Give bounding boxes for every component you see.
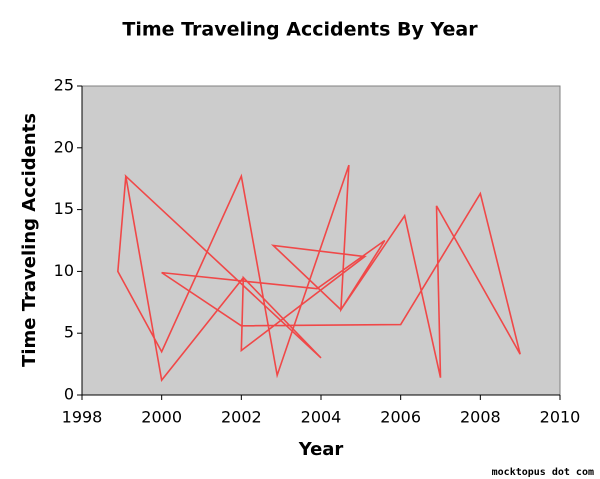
x-tick-label: 2008 xyxy=(460,408,501,427)
y-tick-label: 20 xyxy=(54,137,74,156)
y-tick-label: 5 xyxy=(64,323,74,342)
data-line xyxy=(117,164,521,383)
watermark: mocktopus dot com xyxy=(492,467,594,478)
x-tick-label: 2000 xyxy=(141,408,182,427)
y-tick-label: 10 xyxy=(54,261,74,280)
x-tick-label: 2004 xyxy=(301,408,342,427)
y-tick-label: 0 xyxy=(64,385,74,404)
x-tick-label: 2002 xyxy=(221,408,262,427)
x-tick-label: 2010 xyxy=(540,408,581,427)
y-axis-title: Time Traveling Accidents xyxy=(19,113,40,367)
x-tick-label: 1998 xyxy=(62,408,103,427)
y-tick-label: 25 xyxy=(54,76,74,95)
chart-title: Time Traveling Accidents By Year xyxy=(122,19,478,41)
y-tick-label: 15 xyxy=(54,199,74,218)
x-tick-label: 2006 xyxy=(380,408,421,427)
x-axis-title: Year xyxy=(298,439,344,460)
plot-area xyxy=(81,85,561,396)
